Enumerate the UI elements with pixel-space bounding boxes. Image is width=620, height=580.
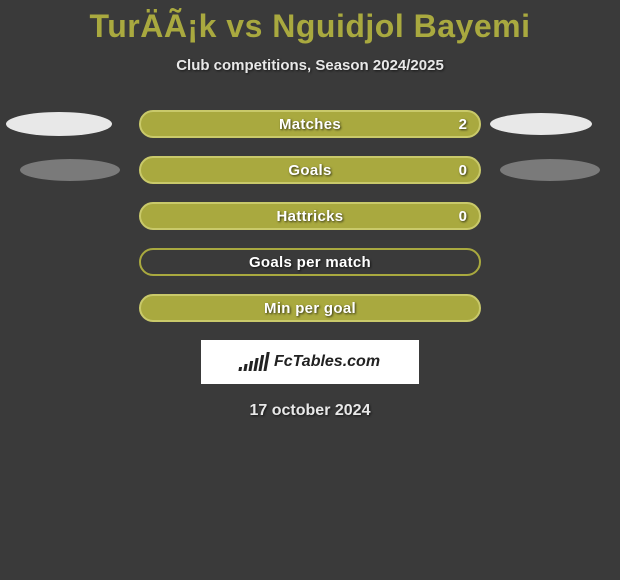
stat-value: 0 (459, 208, 467, 225)
date-text: 17 october 2024 (0, 402, 620, 420)
stat-rows: Matches 2 Goals 0 Hattricks 0 Goals per match M… (0, 110, 620, 322)
stat-value: 0 (459, 162, 467, 179)
stat-label: Goals per match (249, 254, 371, 271)
right-ellipse (500, 159, 600, 181)
chart-icon (238, 353, 269, 371)
page-title: TurÄÃ¡k vs Nguidjol Bayemi (0, 0, 620, 45)
stat-bar: Goals per match (139, 248, 481, 276)
stat-row: Goals 0 (0, 156, 620, 184)
right-ellipse (490, 113, 592, 135)
stat-row: Matches 2 (0, 110, 620, 138)
stat-label: Hattricks (277, 208, 344, 225)
logo-box: FcTables.com (201, 340, 419, 384)
logo-text: FcTables.com (274, 353, 380, 371)
left-ellipse (6, 112, 112, 136)
stat-label: Matches (279, 116, 341, 133)
left-ellipse (20, 159, 120, 181)
stat-label: Min per goal (264, 300, 356, 317)
stat-bar: Matches 2 (139, 110, 481, 138)
stat-row: Min per goal (0, 294, 620, 322)
stat-row: Goals per match (0, 248, 620, 276)
stat-label: Goals (288, 162, 331, 179)
stat-bar: Goals 0 (139, 156, 481, 184)
stat-value: 2 (459, 116, 467, 133)
stat-row: Hattricks 0 (0, 202, 620, 230)
subtitle: Club competitions, Season 2024/2025 (0, 57, 620, 74)
stat-bar: Min per goal (139, 294, 481, 322)
stat-bar: Hattricks 0 (139, 202, 481, 230)
